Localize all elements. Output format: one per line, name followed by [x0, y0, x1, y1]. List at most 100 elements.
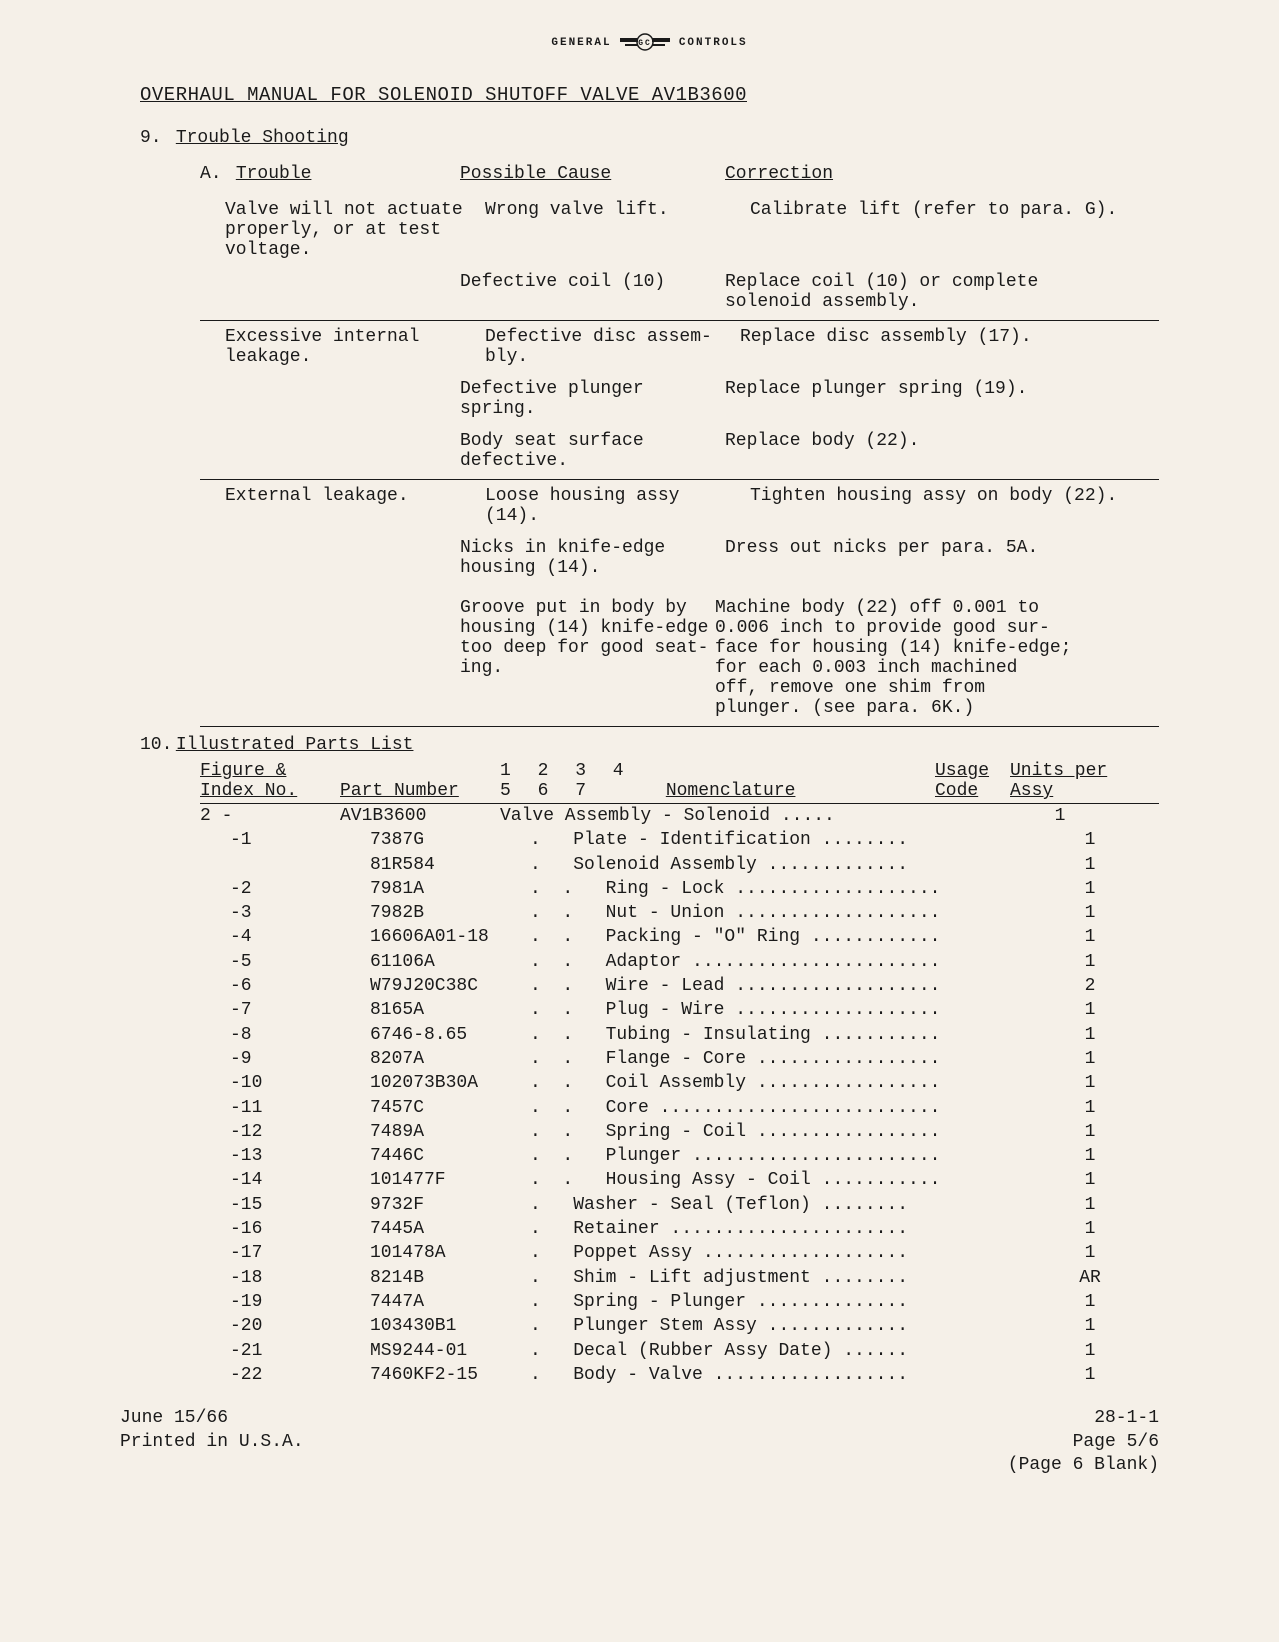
part-number-cell: 7457C: [370, 1096, 530, 1120]
index-header: Figure & Index No.: [200, 761, 340, 801]
nomenclature-cell: . Decal (Rubber Assy Date) ......: [530, 1339, 965, 1363]
sub-section-a: A. Trouble: [200, 164, 460, 184]
nomenclature-header: 1 2 3 4 5 6 7 Nomenclature: [500, 761, 935, 801]
table-row: -159732F. Washer - Seal (Teflon) .......…: [200, 1193, 1159, 1217]
correction-line: plunger. (see para. 6K.): [715, 698, 1115, 718]
part-number-cell: 7981A: [370, 877, 530, 901]
nomenclature-cell: . . Plug - Wire ...................: [530, 998, 965, 1022]
footer-printed: Printed in U.S.A.: [120, 1431, 304, 1454]
nomenclature-cell: . . Wire - Lead ...................: [530, 974, 965, 998]
trouble-cell: Valve will not actuate properly, or at t…: [200, 200, 485, 260]
usage-code-cell: [965, 901, 1040, 925]
index-cell: -14: [200, 1168, 370, 1192]
units-cell: 1: [1040, 1193, 1140, 1217]
correction-line: face for housing (14) knife-edge;: [715, 638, 1115, 658]
section-number: 10.: [140, 735, 165, 755]
cause-header: Possible Cause: [460, 164, 725, 184]
table-row: -127489A. . Spring - Coil ..............…: [200, 1120, 1159, 1144]
nomenclature-cell: . Poppet Assy ...................: [530, 1241, 965, 1265]
table-row: -167445A. Retainer .....................…: [200, 1217, 1159, 1241]
footer-blank: (Page 6 Blank): [1008, 1454, 1159, 1477]
index-cell: -17: [200, 1241, 370, 1265]
table-row: Excessive internal leakage. Defective di…: [200, 321, 1159, 373]
table-row: -561106A. . Adaptor ....................…: [200, 950, 1159, 974]
correction-cell: Calibrate lift (refer to para. G).: [750, 200, 1150, 260]
index-cell: -10: [200, 1071, 370, 1095]
cause-line: ing.: [460, 658, 715, 678]
index-cell: -18: [200, 1266, 370, 1290]
cause-cell: Body seat surface defective.: [460, 431, 725, 471]
table-row: -21MS9244-01. Decal (Rubber Assy Date) .…: [200, 1339, 1159, 1363]
table-row: Defective plunger spring. Replace plunge…: [200, 373, 1159, 425]
part-number-cell: 8214B: [370, 1266, 530, 1290]
units-cell: 1: [1040, 877, 1140, 901]
part-number-cell: 7446C: [370, 1144, 530, 1168]
nomenclature-cell: . . Coil Assembly .................: [530, 1071, 965, 1095]
table-row: -227460KF2-15. Body - Valve ............…: [200, 1363, 1159, 1387]
nomenclature-cell: . Washer - Seal (Teflon) ........: [530, 1193, 965, 1217]
part-number-cell: 9732F: [370, 1193, 530, 1217]
cause-line: Groove put in body by: [460, 598, 715, 618]
index-cell: -9: [200, 1047, 370, 1071]
correction-cell: Replace body (22).: [725, 431, 1125, 471]
usage-code-cell: [965, 1120, 1040, 1144]
usage-code-cell: [965, 950, 1040, 974]
usage-code-cell: [965, 925, 1040, 949]
table-row: -78165A. . Plug - Wire .................…: [200, 998, 1159, 1022]
usage-code-cell: [965, 1241, 1040, 1265]
correction-line: 0.006 inch to provide good sur-: [715, 618, 1115, 638]
usage-code-cell: [965, 1363, 1040, 1387]
units-cell: 1: [1040, 901, 1140, 925]
table-row: 81R584. Solenoid Assembly .............1: [200, 853, 1159, 877]
index-cell: -8: [200, 1023, 370, 1047]
company-logo: GENERAL GC CONTROLS: [140, 30, 1159, 54]
table-row: -197447A. Spring - Plunger .............…: [200, 1290, 1159, 1314]
nomenclature-cell: Valve Assembly - Solenoid .....: [500, 804, 935, 828]
units-cell: 1: [1040, 853, 1140, 877]
troubleshooting-table: A. Trouble Possible Cause Correction Val…: [200, 158, 1159, 727]
index-cell: -21: [200, 1339, 370, 1363]
usage-code-cell: [965, 1168, 1040, 1192]
units-cell: 1: [1040, 1339, 1140, 1363]
nomenclature-cell: . . Nut - Union ...................: [530, 901, 965, 925]
index-cell: -7: [200, 998, 370, 1022]
units-cell: 1: [1040, 1071, 1140, 1095]
cause-cell: Defective plunger spring.: [460, 379, 725, 419]
index-cell: [200, 853, 370, 877]
table-row: -10102073B30A. . Coil Assembly .........…: [200, 1071, 1159, 1095]
part-number-header: Part Number: [340, 781, 500, 801]
usage-code-cell: [965, 1144, 1040, 1168]
section-number: 9.: [140, 128, 165, 148]
part-number-cell: 8207A: [370, 1047, 530, 1071]
units-cell: 1: [1040, 1314, 1140, 1338]
table-row: Nicks in knife-edge housing (14). Dress …: [200, 532, 1159, 584]
usage-code-cell: [965, 974, 1040, 998]
nomenclature-cell: . . Flange - Core .................: [530, 1047, 965, 1071]
footer-date: June 15/66: [120, 1407, 304, 1430]
part-number-cell: 7387G: [370, 828, 530, 852]
nomenclature-cell: . . Plunger .......................: [530, 1144, 965, 1168]
trouble-header: Trouble: [236, 164, 312, 184]
nomenclature-cell: . . Adaptor .......................: [530, 950, 965, 974]
units-cell: 1: [1040, 925, 1140, 949]
section-label: Illustrated Parts List: [176, 735, 414, 755]
parts-header-row: Figure & Index No. Part Number 1 2 3 4 5…: [200, 761, 1159, 804]
cause-line: [460, 698, 715, 718]
part-number-cell: 61106A: [370, 950, 530, 974]
usage-code-cell: [965, 853, 1040, 877]
correction-cell: Tighten housing assy on body (22).: [750, 486, 1150, 526]
cause-line2: bly.: [485, 347, 740, 367]
usage-code-cell: [965, 1071, 1040, 1095]
table-row: -6W79J20C38C. . Wire - Lead ............…: [200, 974, 1159, 998]
part-number-cell: 16606A01-18: [370, 925, 530, 949]
index-cell: -19: [200, 1290, 370, 1314]
usage-code-cell: [965, 1339, 1040, 1363]
usage-code-cell: [965, 1217, 1040, 1241]
part-number-cell: 102073B30A: [370, 1071, 530, 1095]
units-cell: 1: [1040, 1096, 1140, 1120]
trouble-cell: Excessive internal leakage.: [200, 327, 485, 367]
trouble-cell-empty: [200, 598, 460, 718]
correction-cell: Replace coil (10) or complete solenoid a…: [725, 272, 1125, 312]
usage-code-cell: [965, 1193, 1040, 1217]
index-cell: -12: [200, 1120, 370, 1144]
